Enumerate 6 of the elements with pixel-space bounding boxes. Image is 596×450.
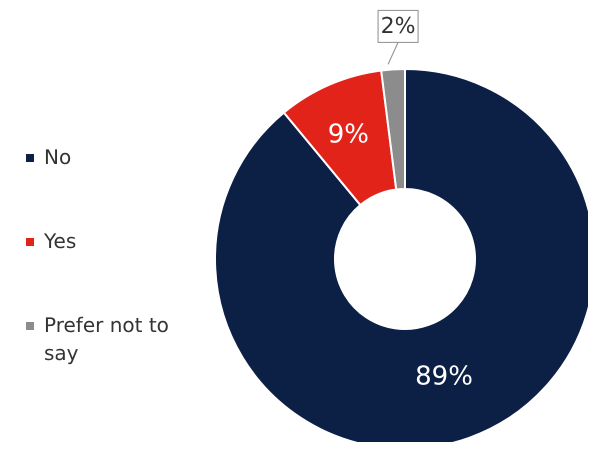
legend-label: Prefer not to say bbox=[44, 312, 170, 367]
data-label: 89% bbox=[415, 361, 473, 392]
legend-label: Yes bbox=[44, 228, 76, 255]
legend-label: No bbox=[44, 144, 72, 171]
data-label: 9% bbox=[328, 120, 369, 150]
data-label: 2% bbox=[380, 14, 416, 39]
